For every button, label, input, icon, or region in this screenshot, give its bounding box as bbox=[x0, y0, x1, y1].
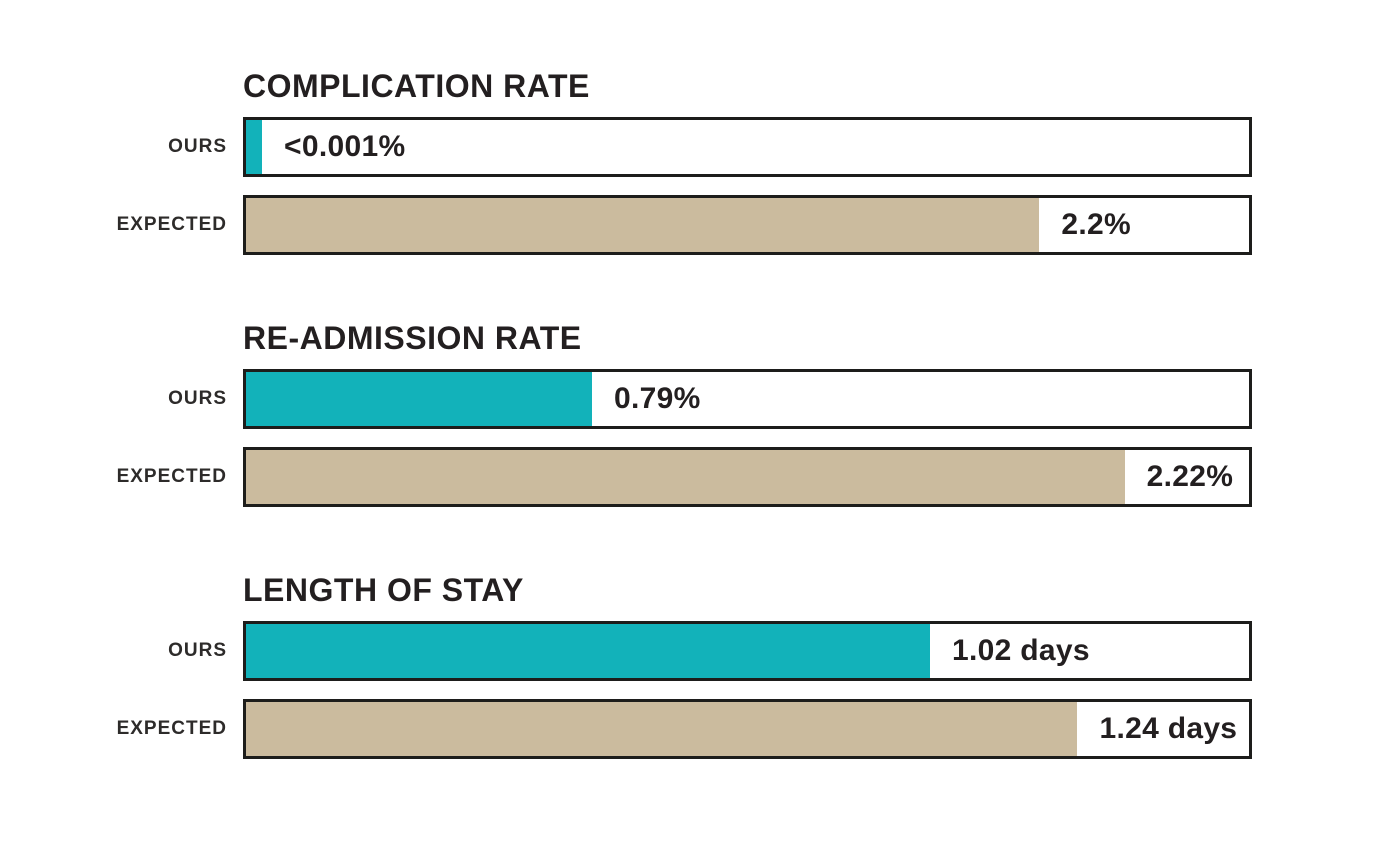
bar-track: <0.001% bbox=[243, 117, 1252, 177]
row-label: EXPECTED bbox=[116, 214, 227, 235]
chart-group-length-of-stay: LENGTH OF STAY OURS 1.02 days EXPECTED 1… bbox=[0, 574, 1400, 759]
row-label: EXPECTED bbox=[116, 718, 227, 739]
bar-row-ours: OURS 1.02 days bbox=[0, 621, 1400, 681]
bar-row-ours: OURS <0.001% bbox=[0, 117, 1400, 177]
bar-track: 2.22% bbox=[243, 447, 1252, 507]
bar-fill-ours bbox=[246, 372, 593, 426]
outcomes-comparison-chart: COMPLICATION RATE OURS <0.001% EXPECTED … bbox=[0, 70, 1400, 759]
chart-group-complication-rate: COMPLICATION RATE OURS <0.001% EXPECTED … bbox=[0, 70, 1400, 255]
bar-row-expected: EXPECTED 2.2% bbox=[0, 195, 1400, 255]
bar-fill-expected bbox=[246, 702, 1078, 756]
bar-value: 1.02 days bbox=[952, 634, 1090, 667]
row-label: OURS bbox=[168, 388, 227, 409]
bar-track: 1.24 days bbox=[243, 699, 1252, 759]
bar-fill-ours bbox=[246, 120, 263, 174]
row-label: OURS bbox=[168, 640, 227, 661]
bar-value: <0.001% bbox=[284, 130, 406, 163]
row-label: EXPECTED bbox=[116, 466, 227, 487]
bar-fill-ours bbox=[246, 624, 931, 678]
bar-fill-expected bbox=[246, 198, 1040, 252]
bar-row-expected: EXPECTED 1.24 days bbox=[0, 699, 1400, 759]
bar-row-expected: EXPECTED 2.22% bbox=[0, 447, 1400, 507]
bar-row-ours: OURS 0.79% bbox=[0, 369, 1400, 429]
group-title: COMPLICATION RATE bbox=[243, 68, 590, 104]
group-title: RE-ADMISSION RATE bbox=[243, 320, 582, 356]
bar-fill-expected bbox=[246, 450, 1125, 504]
bar-track: 2.2% bbox=[243, 195, 1252, 255]
chart-group-readmission-rate: RE-ADMISSION RATE OURS 0.79% EXPECTED 2.… bbox=[0, 322, 1400, 507]
bar-value: 2.2% bbox=[1061, 208, 1131, 241]
bar-track: 0.79% bbox=[243, 369, 1252, 429]
bar-track: 1.02 days bbox=[243, 621, 1252, 681]
row-label: OURS bbox=[168, 136, 227, 157]
bar-value: 1.24 days bbox=[1099, 712, 1238, 745]
group-title: LENGTH OF STAY bbox=[243, 572, 524, 608]
bar-value: 0.79% bbox=[614, 382, 701, 415]
bar-value: 2.22% bbox=[1146, 460, 1234, 493]
